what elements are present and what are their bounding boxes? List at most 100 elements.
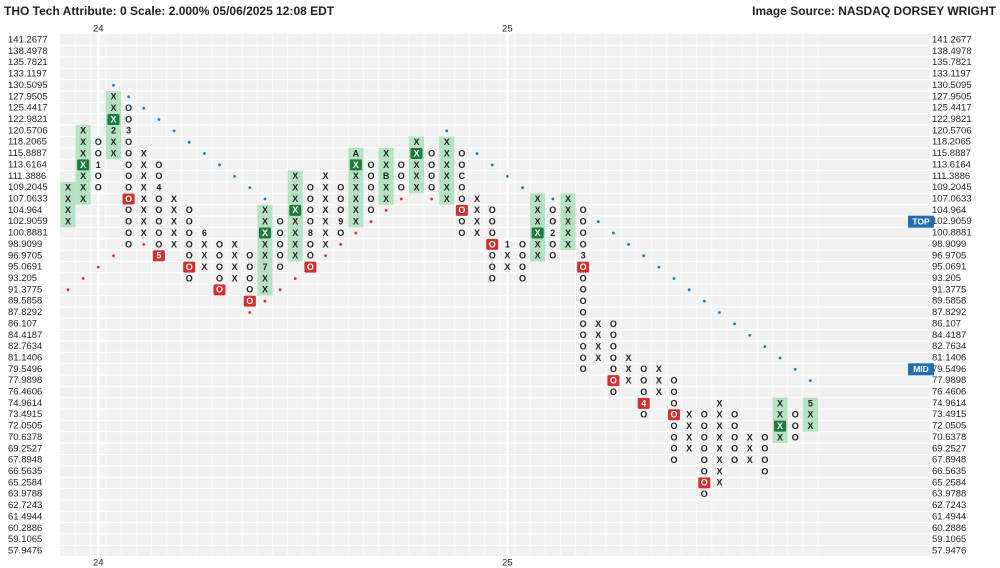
highlight-box	[289, 204, 302, 216]
month-label: 2	[111, 126, 116, 136]
box-glyph: O	[670, 376, 677, 386]
y-tick-label: 95.0691	[932, 262, 966, 273]
resistance-dot	[642, 254, 646, 258]
box-glyph: X	[565, 194, 571, 204]
highlight-box	[304, 261, 317, 273]
box-glyph: X	[323, 182, 329, 192]
box-glyph: X	[171, 194, 177, 204]
y-tick-label: 86.107	[932, 318, 961, 329]
y-tick-label: 141.2677	[932, 35, 972, 46]
box-glyph: O	[640, 364, 647, 374]
box-glyph: O	[610, 341, 617, 351]
y-tick-label: 82.7634	[8, 341, 42, 352]
resistance-dot	[521, 186, 524, 190]
resistance-dot	[475, 152, 479, 155]
box-glyph: X	[80, 148, 86, 158]
y-tick-label: 138.4978	[932, 46, 972, 57]
box-glyph: X	[595, 353, 601, 363]
y-tick-label: 66.5635	[932, 466, 966, 477]
highlight-box	[410, 148, 423, 160]
y-tick-label: 89.5858	[932, 296, 966, 307]
box-glyph: O	[489, 251, 496, 261]
box-glyph: O	[610, 387, 617, 397]
resistance-dot	[127, 95, 130, 99]
box-glyph: O	[337, 228, 344, 238]
y-tick-label: 98.9099	[932, 239, 966, 250]
resistance-dot	[233, 174, 237, 178]
box-glyph: O	[458, 194, 465, 204]
box-glyph: X	[353, 182, 359, 192]
month-label: 9	[338, 217, 343, 227]
box-glyph: O	[580, 217, 587, 227]
column	[60, 181, 76, 228]
box-glyph: O	[792, 421, 799, 431]
box-glyph: O	[549, 217, 556, 227]
box-glyph: X	[110, 92, 116, 102]
y-tick-label: 89.5858	[8, 296, 42, 307]
box-glyph: O	[246, 285, 253, 295]
box-glyph: O	[701, 489, 708, 499]
box-glyph: X	[171, 217, 177, 227]
y-tick-label: 67.8948	[8, 455, 42, 466]
box-glyph: X	[716, 444, 722, 454]
box-glyph: O	[610, 330, 617, 340]
box-glyph: O	[458, 228, 465, 238]
box-glyph: O	[549, 205, 556, 215]
y-tick-label: 133.1197	[8, 69, 47, 80]
box-glyph: O	[367, 182, 374, 192]
box-glyph: X	[353, 217, 359, 227]
y-tick-label: 135.7821	[8, 57, 48, 68]
resistance-dot	[718, 311, 721, 314]
y-tick-label: 122.9821	[8, 114, 48, 125]
y-tick-label: 125.4417	[932, 103, 972, 114]
box-glyph: O	[761, 444, 768, 454]
box-glyph: O	[277, 262, 284, 272]
box-glyph: X	[686, 432, 692, 442]
box-glyph: X	[444, 182, 450, 192]
y-tick-label: 104.964	[8, 205, 42, 216]
box-glyph: X	[383, 160, 389, 170]
y-tick-label: 72.0505	[8, 421, 42, 432]
month-label: 5	[156, 251, 161, 261]
resistance-dot	[142, 106, 146, 110]
box-glyph: O	[489, 239, 496, 249]
y-tick-label: 95.0691	[8, 262, 42, 273]
box-glyph: X	[171, 205, 177, 215]
box-glyph: X	[353, 194, 359, 204]
box-glyph: X	[262, 228, 268, 238]
y-tick-label: 81.1406	[932, 352, 966, 363]
y-tick-label: 96.9705	[932, 250, 966, 261]
resistance-dot	[112, 84, 115, 87]
box-glyph: X	[323, 239, 329, 249]
y-tick-label: 73.4915	[932, 409, 966, 420]
year-label: 24	[93, 24, 104, 35]
box-glyph: X	[777, 421, 783, 431]
box-glyph: O	[246, 251, 253, 261]
y-tick-label: 111.3886	[932, 171, 970, 182]
box-glyph: O	[155, 239, 162, 249]
column	[530, 193, 546, 262]
box-glyph: O	[580, 319, 587, 329]
box-glyph: X	[413, 171, 419, 181]
box-glyph: X	[444, 160, 450, 170]
box-glyph: X	[232, 262, 238, 272]
box-glyph: O	[519, 262, 526, 272]
box-glyph: X	[747, 444, 753, 454]
y-tick-label: 113.6164	[932, 159, 971, 170]
box-glyph: O	[428, 182, 435, 192]
box-glyph: O	[186, 205, 193, 215]
box-glyph: O	[640, 376, 647, 386]
resistance-dot	[657, 265, 661, 269]
y-tick-label: 60.2886	[932, 523, 966, 534]
box-glyph: O	[307, 262, 314, 272]
marker-label: TOP	[912, 216, 930, 226]
box-glyph: O	[761, 432, 768, 442]
y-tick-label: 93.205	[8, 273, 37, 284]
box-glyph: O	[337, 205, 344, 215]
y-tick-label: 59.1065	[8, 534, 42, 545]
box-glyph: X	[353, 205, 359, 215]
box-glyph: O	[277, 228, 284, 238]
box-glyph: O	[792, 432, 799, 442]
box-glyph: O	[640, 410, 647, 420]
box-glyph: X	[535, 194, 541, 204]
